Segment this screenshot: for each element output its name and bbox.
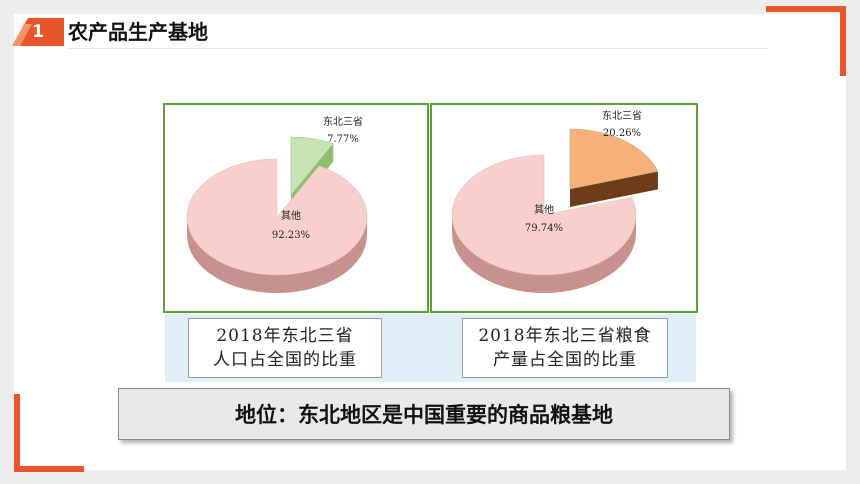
caption-line-2: 产量占全国的比重 xyxy=(493,350,637,370)
title-divider xyxy=(68,48,768,49)
slice-label-other: 其他 xyxy=(281,209,301,222)
conclusion-banner: 地位：东北地区是中国重要的商品粮基地 xyxy=(118,388,730,440)
section-title: 农产品生产基地 xyxy=(68,20,208,44)
slice-label-other: 其他 xyxy=(534,203,554,216)
decor-bar-top-right xyxy=(766,6,846,12)
pie-slice-other xyxy=(451,154,637,276)
slice-value-other: 79.74% xyxy=(525,223,563,234)
pie-slice-northeast xyxy=(569,128,659,190)
section-number: 1 xyxy=(32,22,44,42)
decor-bar-bottom xyxy=(14,466,84,472)
slice-value-northeast: 20.26% xyxy=(603,128,641,139)
caption-line-1: 2018年东北三省粮食 xyxy=(478,326,652,346)
pie-side-other xyxy=(187,217,367,293)
decor-bar-bottom-left xyxy=(14,394,20,472)
section-number-badge xyxy=(12,18,64,46)
grain-output-pie-chart: 东北三省 20.26% 其他 79.74% xyxy=(430,103,698,313)
decor-bar-right xyxy=(840,6,846,76)
population-chart-caption: 2018年东北三省 人口占全国的比重 xyxy=(188,318,382,378)
slice-value-other: 92.23% xyxy=(272,230,310,241)
pie-side-other xyxy=(452,215,636,293)
slice-label-northeast: 东北三省 xyxy=(323,115,363,128)
conclusion-text: 地位：东北地区是中国重要的商品粮基地 xyxy=(235,403,613,427)
pie-slice-other xyxy=(186,158,368,276)
pie-side-northeast xyxy=(570,171,658,207)
pie-slice-northeast xyxy=(290,136,334,196)
pie-side-depth xyxy=(452,171,658,293)
grain-chart-caption: 2018年东北三省粮食 产量占全国的比重 xyxy=(462,318,668,378)
caption-line-1: 2018年东北三省 xyxy=(216,326,354,346)
slice-value-northeast: 7.77% xyxy=(327,134,359,145)
population-pie-chart: 东北三省 7.77% 其他 92.23% xyxy=(163,103,429,313)
caption-line-2: 人口占全国的比重 xyxy=(213,350,357,370)
slice-label-northeast: 东北三省 xyxy=(602,109,642,122)
